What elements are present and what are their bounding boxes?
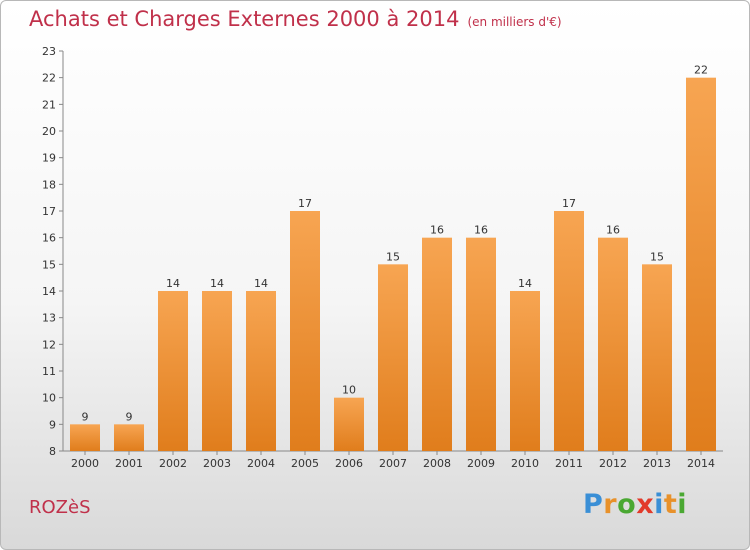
x-tick-label: 2004 <box>247 457 275 470</box>
bar <box>158 291 188 451</box>
y-tick-label: 11 <box>42 365 56 378</box>
logo-letter: i <box>677 489 688 520</box>
logo-letter: i <box>654 489 664 520</box>
x-tick-label: 2003 <box>203 457 231 470</box>
x-tick-label: 2002 <box>159 457 187 470</box>
y-tick-label: 22 <box>42 72 56 85</box>
data-label: 14 <box>518 277 532 290</box>
data-label: 9 <box>126 410 133 423</box>
bar <box>466 237 496 451</box>
bar <box>70 424 100 451</box>
bar <box>114 424 144 451</box>
y-tick-label: 19 <box>42 152 56 165</box>
commune-name: ROZèS <box>29 497 91 518</box>
y-tick-label: 12 <box>42 338 56 351</box>
data-label: 14 <box>210 277 224 290</box>
y-tick-label: 21 <box>42 98 56 111</box>
data-label: 17 <box>562 197 576 210</box>
proxiti-logo: Proxiti <box>583 489 687 520</box>
data-label: 22 <box>694 64 708 77</box>
logo-letter: r <box>603 489 618 520</box>
bar <box>598 237 628 451</box>
bar <box>202 291 232 451</box>
bar <box>290 211 320 451</box>
x-tick-label: 2009 <box>467 457 495 470</box>
data-label: 14 <box>166 277 180 290</box>
data-label: 14 <box>254 277 268 290</box>
title-text: Achats et Charges Externes 2000 à 2014 <box>29 7 460 31</box>
x-tick-label: 2005 <box>291 457 319 470</box>
logo-letter: P <box>583 489 604 520</box>
data-label: 9 <box>82 410 89 423</box>
x-tick-label: 2006 <box>335 457 363 470</box>
data-label: 10 <box>342 384 356 397</box>
y-tick-label: 20 <box>42 125 56 138</box>
x-tick-label: 2012 <box>599 457 627 470</box>
data-label: 15 <box>386 250 400 263</box>
y-tick-label: 18 <box>42 178 56 191</box>
y-tick-label: 8 <box>49 445 56 458</box>
logo-letter: t <box>663 489 678 520</box>
y-tick-label: 17 <box>42 205 56 218</box>
bar <box>334 397 364 451</box>
logo-letter: x <box>636 489 655 520</box>
unit-text: (en milliers d'€) <box>467 15 562 29</box>
bar <box>510 291 540 451</box>
bar <box>554 211 584 451</box>
x-tick-label: 2013 <box>643 457 671 470</box>
bar <box>246 291 276 451</box>
bar <box>686 77 716 452</box>
chart-title: Achats et Charges Externes 2000 à 2014 (e… <box>29 7 562 31</box>
x-tick-label: 2007 <box>379 457 407 470</box>
x-tick-label: 2014 <box>687 457 715 470</box>
y-tick-label: 23 <box>42 45 56 58</box>
y-tick-label: 14 <box>42 285 56 298</box>
x-tick-label: 2001 <box>115 457 143 470</box>
x-tick-label: 2010 <box>511 457 539 470</box>
y-tick-label: 10 <box>42 392 56 405</box>
y-tick-label: 16 <box>42 232 56 245</box>
y-tick-label: 15 <box>42 258 56 271</box>
x-tick-label: 2008 <box>423 457 451 470</box>
data-label: 17 <box>298 197 312 210</box>
bar <box>422 237 452 451</box>
data-label: 15 <box>650 250 664 263</box>
x-tick-label: 2011 <box>555 457 583 470</box>
logo-letter: o <box>617 489 637 520</box>
data-label: 16 <box>606 224 620 237</box>
x-tick-label: 2000 <box>71 457 99 470</box>
bar <box>378 264 408 451</box>
y-tick-label: 9 <box>49 418 56 431</box>
y-tick-label: 13 <box>42 312 56 325</box>
bar <box>642 264 672 451</box>
data-label: 16 <box>474 224 488 237</box>
data-label: 16 <box>430 224 444 237</box>
